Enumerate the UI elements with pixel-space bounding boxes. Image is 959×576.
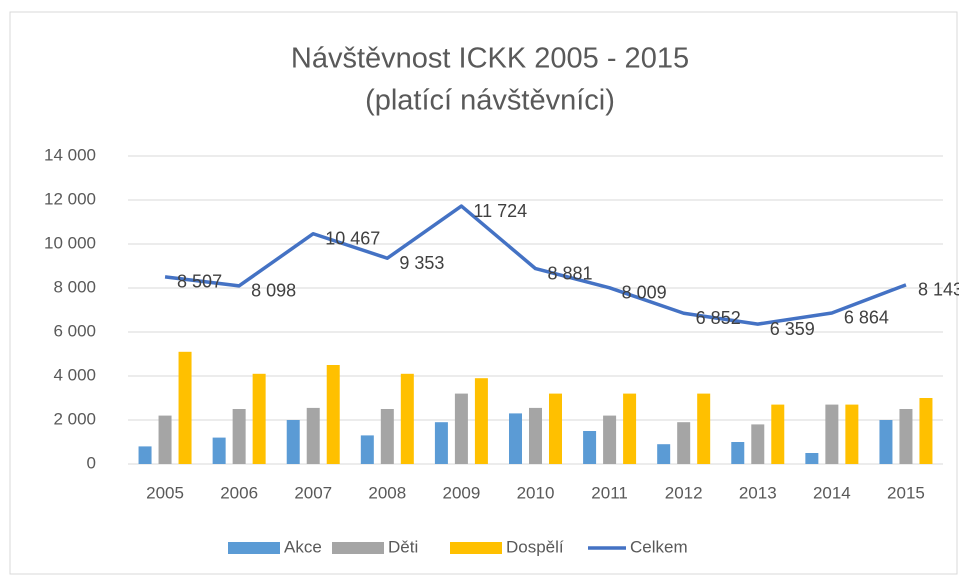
x-tick-label: 2008	[368, 483, 406, 502]
bar	[474, 378, 488, 464]
bar	[771, 404, 785, 464]
bar	[583, 431, 597, 464]
y-tick-label: 0	[87, 453, 96, 472]
x-tick-label: 2011	[591, 483, 628, 502]
bar	[252, 373, 266, 464]
bar	[603, 415, 617, 464]
data-label: 8 143	[918, 280, 959, 300]
bar	[549, 393, 562, 464]
y-tick-label: 6 000	[53, 321, 96, 340]
bar	[178, 351, 192, 464]
bar	[158, 415, 172, 464]
x-tick-label: 2012	[665, 483, 703, 502]
data-label: 8 009	[622, 283, 667, 303]
bar	[529, 407, 542, 464]
bar	[623, 393, 637, 464]
data-label: 8 881	[548, 263, 593, 283]
line	[164, 204, 907, 326]
bar	[509, 413, 522, 464]
legend-swatch	[228, 542, 280, 554]
data-label: 10 467	[325, 228, 380, 248]
bar	[677, 422, 691, 464]
bar	[326, 365, 340, 464]
x-tick-label: 2013	[739, 483, 777, 502]
bar	[805, 453, 819, 464]
bar	[360, 435, 374, 464]
bar	[879, 420, 893, 464]
x-tick-label: 2010	[517, 483, 555, 502]
bar	[454, 393, 468, 464]
legend-label: Akce	[284, 537, 322, 556]
legend-label: Děti	[388, 537, 418, 556]
bar	[731, 442, 745, 464]
x-tick-label: 2015	[887, 483, 925, 502]
bar	[380, 409, 394, 464]
y-tick-label: 12 000	[44, 189, 96, 208]
data-label: 6 852	[696, 308, 741, 328]
bar	[212, 437, 226, 464]
legend-label: Dospělí	[506, 537, 564, 556]
y-tick-label: 10 000	[44, 233, 96, 252]
bar	[845, 404, 859, 464]
y-tick-label: 14 000	[44, 145, 96, 164]
bar	[919, 398, 933, 464]
bar	[306, 407, 320, 464]
bar	[138, 446, 152, 464]
bar	[697, 393, 711, 464]
chart-title: Návštěvnost ICKK 2005 - 2015	[291, 43, 689, 75]
y-tick-label: 8 000	[53, 277, 96, 296]
data-label: 9 353	[399, 253, 444, 273]
chart-subtitle: (platící návštěvníci)	[365, 85, 615, 117]
bar	[286, 420, 300, 464]
bar	[825, 404, 839, 464]
bar	[434, 422, 448, 464]
data-label: 6 864	[844, 308, 889, 328]
data-label: 6 359	[770, 319, 815, 339]
chart-border	[9, 11, 958, 575]
data-label: 8 098	[251, 281, 296, 301]
legend-label: Celkem	[630, 537, 688, 556]
x-tick-label: 2005	[146, 483, 184, 502]
legend-swatch	[332, 542, 384, 554]
data-label: 8 507	[177, 272, 222, 292]
bar	[899, 409, 913, 464]
bar	[657, 444, 671, 464]
x-tick-label: 2007	[294, 483, 332, 502]
bar	[232, 409, 246, 464]
bar	[751, 424, 765, 464]
bar	[400, 373, 414, 464]
x-tick-label: 2006	[220, 483, 258, 502]
x-tick-label: 2014	[813, 483, 851, 502]
data-label: 11 724	[473, 201, 527, 221]
x-tick-label: 2009	[442, 483, 480, 502]
y-tick-label: 4 000	[53, 365, 96, 384]
y-tick-label: 2 000	[53, 409, 96, 428]
legend-swatch	[450, 542, 502, 554]
